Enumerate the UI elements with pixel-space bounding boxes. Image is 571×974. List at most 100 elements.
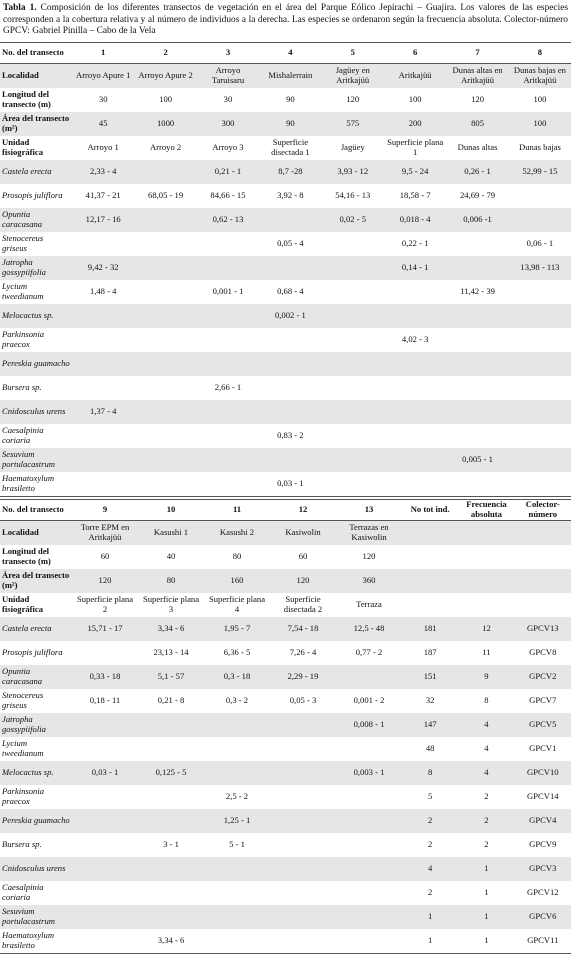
cell — [321, 448, 384, 472]
cell — [270, 761, 336, 785]
cell — [138, 737, 204, 761]
cell — [515, 545, 571, 569]
cell — [138, 785, 204, 809]
cell — [196, 352, 260, 376]
cell: Dunas altas en Aritkajüü — [446, 63, 509, 88]
cell: Mishalerrain — [259, 63, 322, 88]
header-cell: 9 — [72, 499, 138, 521]
cell: 60 — [100, 551, 110, 562]
cell: 1,48 - 4 — [89, 286, 117, 297]
cell — [336, 665, 402, 689]
header-row: No. del transecto 9 10 11 12 13 No tot ind. Fre… — [0, 499, 571, 521]
cell: 0,18 - 11 — [89, 695, 121, 706]
row-label: Lycium tweedianum — [2, 281, 44, 301]
cell: 360 — [336, 569, 402, 593]
cell: 0,02 - 5 — [321, 208, 384, 232]
row-label: Jatropha gossypiifolia — [0, 713, 72, 737]
cell — [270, 713, 336, 737]
cell — [322, 280, 384, 304]
cell — [446, 376, 508, 400]
cell — [384, 280, 446, 304]
table: No. del transecto 9 10 11 12 13 No tot ind. Fre… — [0, 499, 571, 954]
row-label: Pereskia guamacho — [0, 809, 72, 833]
cell: 0,003 - 1 — [336, 761, 402, 785]
cell — [204, 857, 270, 881]
table-row: Bursera sp. 3 - 1 5 - 1 2 2 GPCV9 — [0, 833, 571, 857]
cell — [204, 761, 270, 785]
table-row: Stenocereus griseus 0,18 - 11 0,21 - 8 0,3 … — [0, 689, 571, 713]
cell: 0,018 - 4 — [383, 208, 447, 232]
cell: GPCV9 — [529, 839, 557, 850]
cell — [134, 256, 197, 280]
cell: GPCV6 — [514, 905, 571, 929]
cell: 68,05 - 19 — [148, 190, 184, 201]
table-row: Haematoxylum brasiletto 0,03 - 1 — [0, 472, 571, 497]
cell: 0,33 - 18 — [72, 665, 138, 689]
cell: GPCV13 — [514, 617, 571, 641]
table-row: Caesalpinia coriaria 0,83 - 2 — [0, 424, 571, 448]
row-label: Caesalpinia coriaria — [2, 882, 44, 902]
cell: 41,37 - 21 — [85, 190, 121, 201]
row-label: Prosopis juliflora — [2, 647, 63, 658]
cell: 0,06 - 1 — [526, 238, 554, 249]
row-label: Lycium tweedianum — [2, 738, 44, 758]
cell: 0,002 - 1 — [259, 304, 322, 328]
cell — [458, 569, 515, 593]
cell: 1 — [402, 929, 459, 954]
row-label: Pereskia guamacho — [0, 352, 72, 376]
cell — [321, 472, 384, 497]
cell — [509, 376, 571, 400]
cell: 32 — [425, 695, 435, 706]
cell: GPCV7 — [529, 695, 557, 706]
cell: Aritkajüü — [383, 63, 447, 88]
header-cell: 12 — [270, 499, 336, 521]
cell — [270, 881, 336, 905]
cell — [204, 905, 270, 929]
cell: 0,77 - 2 — [355, 647, 383, 658]
table-row: Opuntia caracasana 12,17 - 16 0,62 - 13 0,0… — [0, 208, 571, 232]
cell: 30 — [98, 94, 108, 105]
cell: 0,05 - 4 — [277, 238, 304, 249]
cell — [134, 424, 196, 448]
header-cell: 3 — [196, 42, 260, 64]
table-row: Localidad Arroyo Apure 1 Arroyo Apure 2 Arr… — [0, 63, 571, 88]
cell: Terraza — [356, 599, 382, 610]
cell — [402, 569, 459, 593]
cell — [134, 448, 197, 472]
cell: 15,71 - 17 — [72, 617, 138, 641]
row-label: Stenocereus griseus — [2, 233, 44, 253]
header-cell: No tot ind. — [402, 499, 459, 521]
table-row: Caesalpinia coriaria 2 1 GPCV12 — [0, 881, 571, 905]
cell — [72, 424, 134, 448]
cell — [134, 472, 197, 497]
cell — [72, 857, 138, 881]
row-label: Haematoxylum brasiletto — [0, 472, 72, 497]
cell: 80 — [138, 569, 204, 593]
cell: 3,34 - 6 — [138, 617, 204, 641]
cell — [134, 352, 197, 376]
cell — [322, 232, 384, 256]
cell — [384, 424, 446, 448]
cell: 1 — [458, 857, 515, 881]
cell — [259, 448, 322, 472]
cell — [72, 785, 138, 809]
table-row: Haematoxylum brasiletto 3,34 - 6 1 1 GPCV11 — [0, 929, 571, 954]
cell — [72, 737, 138, 761]
cell — [446, 424, 508, 448]
cell: 9,42 - 32 — [72, 256, 135, 280]
cell: 200 — [383, 112, 447, 136]
cell — [196, 448, 260, 472]
row-label: Área del transecto (m²) — [0, 569, 72, 593]
cell — [383, 472, 447, 497]
cell — [197, 424, 259, 448]
cell: 2 — [484, 839, 489, 850]
row-label: Haematoxylum brasiletto — [0, 929, 72, 954]
cell: 12,5 - 48 — [336, 617, 402, 641]
row-label: Parkinsonia praecox — [2, 786, 45, 806]
cell: 5 - 1 — [229, 839, 245, 850]
cell: 1,95 - 7 — [204, 617, 270, 641]
cell: 3 - 1 — [163, 839, 179, 850]
cell: 5 — [428, 791, 433, 802]
cell — [134, 400, 197, 424]
table-row: Opuntia caracasana 0,33 - 18 5,1 - 57 0,3 -… — [0, 665, 571, 689]
